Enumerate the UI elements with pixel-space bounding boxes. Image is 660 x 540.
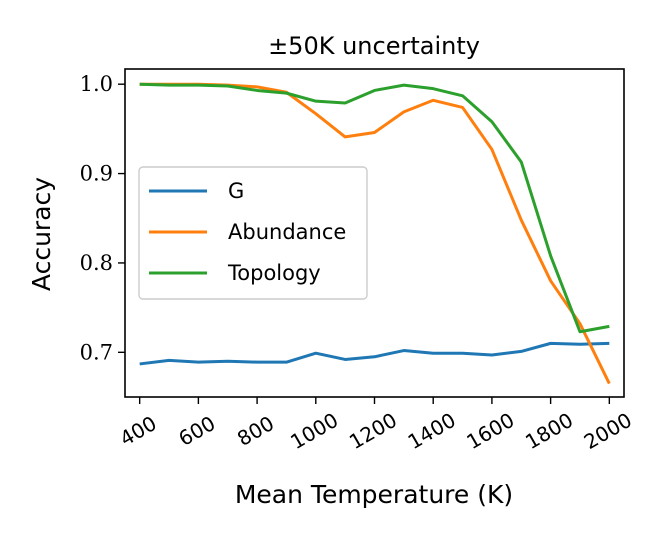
legend-label-topology: Topology	[227, 261, 321, 285]
y-tick-label-1: 0.8	[80, 251, 113, 275]
series-line-topology	[139, 82, 610, 334]
legend-box	[138, 166, 368, 300]
legend: G Abundance Topology	[138, 166, 368, 300]
plot-area	[139, 82, 611, 385]
legend-label-abundance: Abundance	[228, 220, 346, 244]
series-line-g	[139, 341, 610, 366]
series-lines	[139, 82, 611, 385]
y-tick-label-2: 0.9	[80, 162, 113, 186]
y-axis-label: Accuracy	[27, 177, 56, 291]
y-tick-label-3: 1.0	[80, 72, 113, 96]
chart-title: ±50K uncertainty	[268, 32, 480, 60]
legend-label-g: G	[228, 179, 244, 203]
x-axis-label: Mean Temperature (K)	[235, 480, 513, 509]
y-tick-label-0: 0.7	[80, 340, 113, 364]
